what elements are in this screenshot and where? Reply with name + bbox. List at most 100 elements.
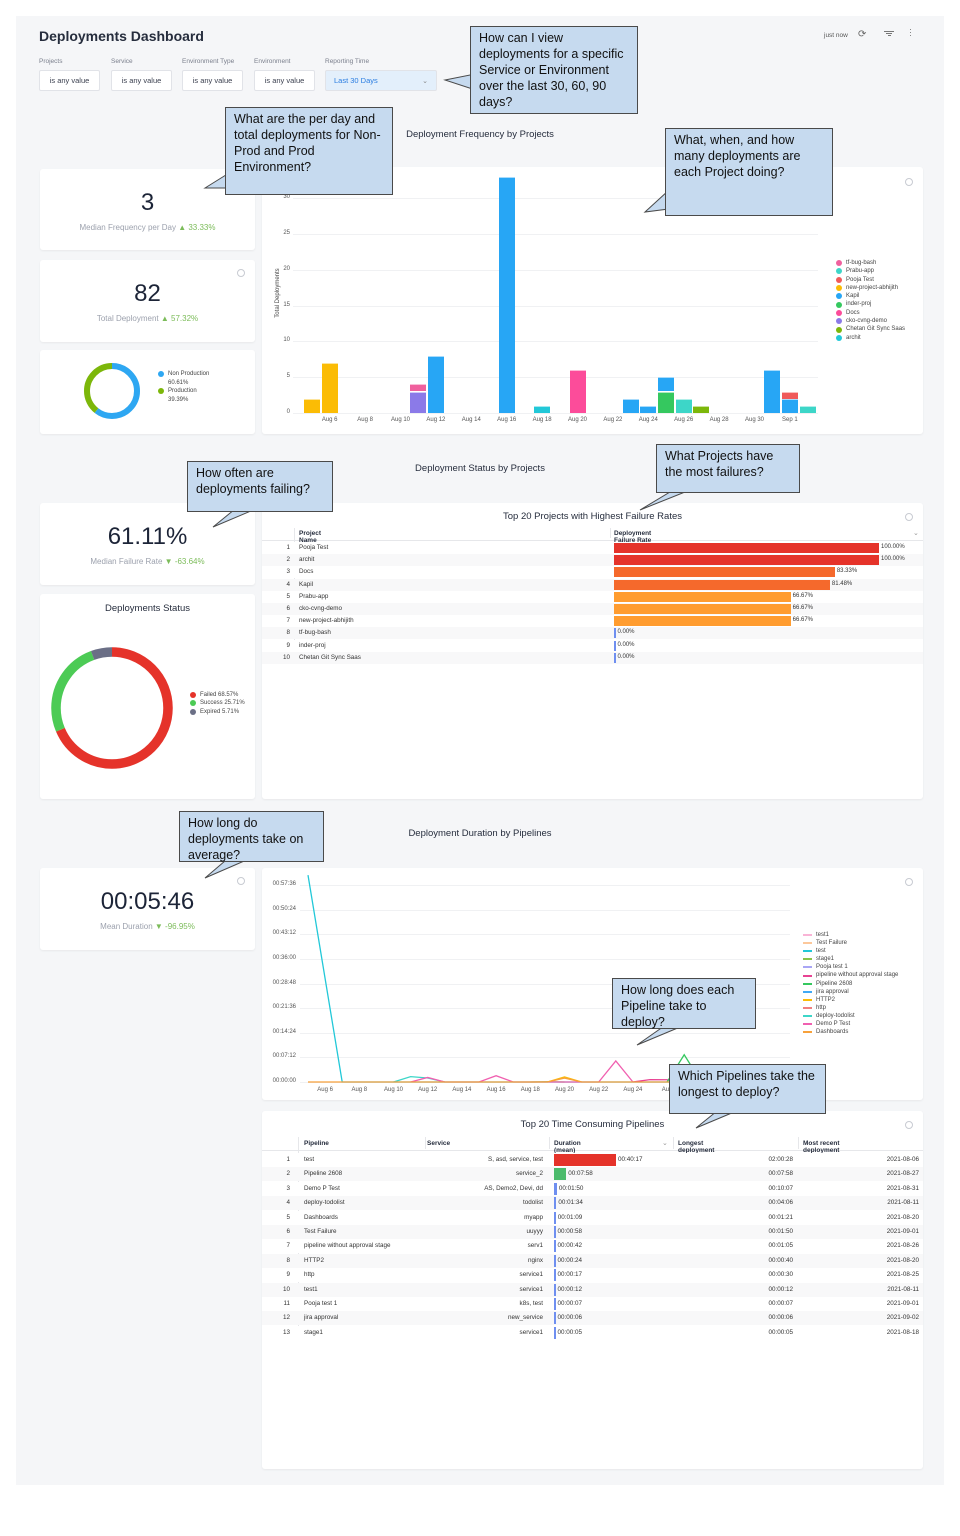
column-header[interactable]: Longest deployment <box>678 1140 715 1154</box>
legend-item[interactable]: deploy-todolist <box>803 1012 898 1020</box>
bar-segment[interactable] <box>658 391 674 413</box>
legend-item[interactable]: Pooja Test <box>836 276 905 284</box>
table-row[interactable]: 1 Pooja Test 100.00% <box>262 542 923 554</box>
table-row[interactable]: 5 Prabu-app 66.67% <box>262 590 923 603</box>
globe-icon[interactable] <box>905 178 913 186</box>
table-row[interactable]: 13 stage1 service1 00:00:05 00:00:05 2021-08-… <box>262 1325 923 1340</box>
table-row[interactable]: 12 jira approval new_service 00:00:06 00:00:… <box>262 1311 923 1326</box>
table-row[interactable]: 4 Kapil 81.48% <box>262 578 923 591</box>
table-row[interactable]: 8 tf-bug-bash 0.00% <box>262 627 923 640</box>
legend-item[interactable]: tf-bug-bash <box>836 259 905 267</box>
legend-item[interactable]: Test Failure <box>803 939 898 947</box>
bar-segment[interactable] <box>410 384 427 392</box>
bar-segment[interactable] <box>764 370 781 413</box>
table-row[interactable]: 11 Pooja test 1 k8s, test 00:00:07 00:00:07 2… <box>262 1297 923 1311</box>
pipeline-name[interactable]: Test Failure <box>304 1228 337 1235</box>
table-row[interactable]: 2 Pipeline 2608 service_2 00:07:58 00:07:58 2… <box>262 1167 923 1182</box>
filter-projects-dropdown[interactable]: is any value <box>39 70 100 91</box>
legend-item[interactable]: Dashboards <box>803 1028 898 1036</box>
table-row[interactable]: 8 HTTP2 nginx 00:00:24 00:00:40 2021-08-20 <box>262 1253 923 1268</box>
bar-segment[interactable] <box>675 398 692 413</box>
legend-item[interactable]: http <box>803 1004 898 1012</box>
legend-item[interactable]: test1 <box>803 931 898 939</box>
bar-segment[interactable] <box>410 391 427 413</box>
bar-segment[interactable] <box>781 398 798 413</box>
table-row[interactable]: 6 cko-cvng-demo 66.67% <box>262 603 923 615</box>
bar-segment[interactable] <box>304 398 320 413</box>
legend-item[interactable]: Chetan Git Sync Saas <box>836 325 905 333</box>
donut-slice[interactable] <box>51 647 173 769</box>
legend-item[interactable]: jira approval <box>803 988 898 996</box>
table-row[interactable]: 2 archit 100.00% <box>262 554 923 567</box>
bar-segment[interactable] <box>498 176 515 413</box>
globe-icon[interactable] <box>905 878 913 886</box>
bar-segment[interactable] <box>427 355 444 413</box>
bar-segment[interactable] <box>622 398 639 413</box>
table-row[interactable]: 7 new-project-abhijith 66.67% <box>262 615 923 628</box>
legend-item[interactable]: inder-proj <box>836 300 905 308</box>
legend-item[interactable]: HTTP2 <box>803 996 898 1004</box>
column-header[interactable]: Service <box>427 1140 451 1147</box>
bar-segment[interactable] <box>781 391 798 399</box>
pipeline-name[interactable]: http <box>304 1271 315 1279</box>
globe-icon[interactable] <box>237 269 245 277</box>
pipeline-name[interactable]: pipeline without approval stage <box>304 1242 391 1250</box>
globe-icon[interactable] <box>237 877 245 885</box>
legend-item[interactable]: test <box>803 947 898 955</box>
filter-environment-dropdown[interactable]: is any value <box>254 70 315 91</box>
bar-segment[interactable] <box>693 405 710 413</box>
pipeline-name[interactable]: jira approval <box>304 1314 339 1322</box>
bar-segment[interactable] <box>321 362 338 413</box>
filter-service-dropdown[interactable]: is any value <box>111 70 172 91</box>
legend-item[interactable]: stage1 <box>803 955 898 963</box>
legend-item[interactable]: Prabu-app <box>836 267 905 275</box>
column-header[interactable]: Deployment Failure Rate <box>614 530 652 544</box>
globe-icon[interactable] <box>905 513 913 521</box>
filter-icon[interactable] <box>884 30 894 37</box>
legend-item[interactable]: cko-cvng-demo <box>836 317 905 325</box>
bar-segment[interactable] <box>640 405 657 413</box>
globe-icon[interactable] <box>905 1121 913 1129</box>
table-row[interactable]: 1 test S, asd, service, test 00:40:17 02:00:… <box>262 1153 923 1167</box>
table-row[interactable]: 4 deploy-todolist todolist 00:01:34 00:04:06… <box>262 1196 923 1211</box>
donut-slice[interactable] <box>51 647 173 769</box>
legend-item[interactable]: new-project-abhijith <box>836 284 905 292</box>
donut-slice[interactable] <box>84 363 140 419</box>
legend-item[interactable]: Pooja test 1 <box>803 963 898 971</box>
table-row[interactable]: 6 Test Failure uuyyy 00:00:58 00:01:50 2021-0… <box>262 1225 923 1239</box>
pipeline-name[interactable]: test <box>304 1156 315 1163</box>
filter-environment-type-dropdown[interactable]: is any value <box>182 70 243 91</box>
legend-item[interactable]: Pipeline 2608 <box>803 980 898 988</box>
bar-segment[interactable] <box>534 405 551 413</box>
bar-segment[interactable] <box>658 377 674 392</box>
table-row[interactable]: 7 pipeline without approval stage serv1 00:… <box>262 1239 923 1254</box>
filter-reporting-time-dropdown[interactable]: Last 30 Days ⌄ <box>325 70 437 91</box>
pipeline-name[interactable]: stage1 <box>304 1328 323 1336</box>
pipeline-name[interactable]: Dashboards <box>304 1213 338 1221</box>
legend-item[interactable]: pipeline without approval stage <box>803 971 898 979</box>
legend-item[interactable]: archit <box>836 334 905 342</box>
column-header[interactable]: Most recent deployment <box>803 1140 840 1154</box>
table-row[interactable]: 5 Dashboards myapp 00:01:09 00:01:21 2021-08-… <box>262 1210 923 1225</box>
sort-icon[interactable]: ⌄ <box>662 1140 668 1147</box>
sort-icon[interactable]: ⌄ <box>913 530 919 537</box>
pipeline-name[interactable]: Pipeline 2608 <box>304 1170 343 1178</box>
refresh-icon[interactable]: ⟳ <box>858 29 867 40</box>
table-row[interactable]: 9 inder-proj 0.00% <box>262 639 923 652</box>
table-row[interactable]: 9 http service1 00:00:17 00:00:30 2021-08-25 <box>262 1268 923 1283</box>
legend-item[interactable]: Docs <box>836 309 905 317</box>
table-row[interactable]: 10 test1 service1 00:00:12 00:00:12 2021-08-1… <box>262 1282 923 1297</box>
legend-item[interactable]: Demo P Test <box>803 1020 898 1028</box>
column-header[interactable]: Pipeline <box>304 1140 329 1147</box>
column-header[interactable]: Project Name <box>299 530 322 544</box>
more-vertical-icon[interactable]: · · · <box>909 24 912 40</box>
bar-segment[interactable] <box>799 405 816 413</box>
table-row[interactable]: 3 Docs 83.33% <box>262 566 923 579</box>
legend-item[interactable]: Kapil <box>836 292 905 300</box>
pipeline-name[interactable]: HTTP2 <box>304 1256 324 1264</box>
table-row[interactable]: 10 Chetan Git Sync Saas 0.00% <box>262 651 923 664</box>
pipeline-name[interactable]: Pooja test 1 <box>304 1300 338 1307</box>
pipeline-name[interactable]: test1 <box>304 1285 318 1293</box>
pipeline-name[interactable]: Demo P Test <box>304 1184 340 1192</box>
bar-segment[interactable] <box>569 370 586 413</box>
